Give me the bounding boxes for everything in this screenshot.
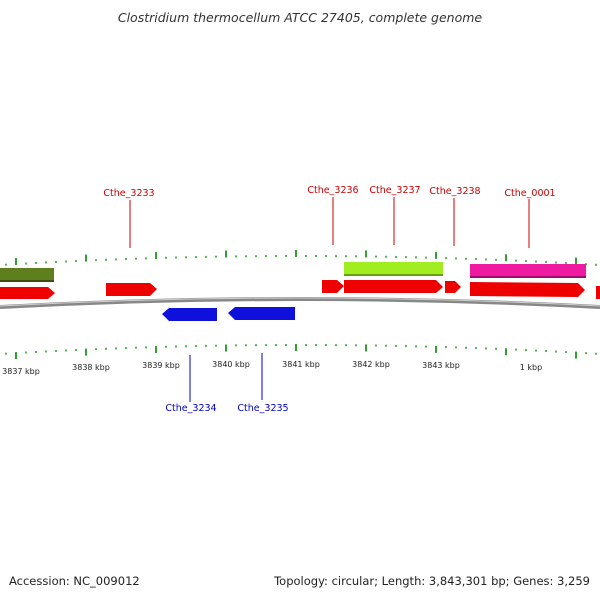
gene-arrow-cthe-3235[interactable] xyxy=(228,307,295,320)
gene-arrow-cthe-3233[interactable] xyxy=(106,283,157,296)
gene-labels-top: Cthe_3233 Cthe_3236 Cthe_3237 Cthe_3238 … xyxy=(103,185,555,199)
map-title: Clostridium thermocellum ATCC 27405, com… xyxy=(117,10,483,25)
gene-labels-bottom: Cthe_3234 Cthe_3235 xyxy=(165,403,288,414)
scale-label: 1 kbp xyxy=(520,363,542,372)
gene-arrow-forward[interactable] xyxy=(0,287,55,299)
scale-labels: 3837 kbp 3838 kbp 3839 kbp 3840 kbp 3841… xyxy=(2,360,542,376)
scale-label: 3841 kbp xyxy=(282,360,320,369)
gene-arrow-cthe-3238[interactable] xyxy=(445,281,461,293)
reverse-genes xyxy=(162,307,295,321)
scale-label: 3837 kbp xyxy=(2,367,40,376)
forward-genes xyxy=(0,280,600,299)
bottom-tick-marks xyxy=(5,344,597,360)
gene-arrow-cthe-3236[interactable] xyxy=(322,280,344,293)
scale-label: 3842 kbp xyxy=(352,360,390,369)
feature-track xyxy=(0,262,586,282)
scale-label: 3839 kbp xyxy=(142,361,180,370)
gene-label-cthe-3236[interactable]: Cthe_3236 xyxy=(307,185,358,196)
gene-label-cthe-3235[interactable]: Cthe_3235 xyxy=(237,403,288,414)
gene-label-cthe-3234[interactable]: Cthe_3234 xyxy=(165,403,216,414)
label-leaders-top xyxy=(129,197,530,248)
gene-label-cthe-3238[interactable]: Cthe_3238 xyxy=(429,186,480,197)
genome-backbone xyxy=(0,297,600,309)
gene-arrow-partial[interactable] xyxy=(596,286,600,299)
top-tick-marks xyxy=(5,250,597,266)
scale-label: 3838 kbp xyxy=(72,363,110,372)
accession-text: Accession: NC_009012 xyxy=(9,574,140,588)
gene-label-cthe-0001[interactable]: Cthe_0001 xyxy=(504,188,555,199)
scale-label: 3843 kbp xyxy=(422,361,460,370)
label-leaders-bottom xyxy=(189,353,263,402)
gene-arrow-cthe-3234[interactable] xyxy=(162,308,217,321)
pink-feature-bar[interactable] xyxy=(470,264,586,277)
scale-label: 3840 kbp xyxy=(212,360,250,369)
gene-label-cthe-3237[interactable]: Cthe_3237 xyxy=(369,185,420,196)
gene-label-cthe-3233[interactable]: Cthe_3233 xyxy=(103,188,154,199)
genome-summary-text: Topology: circular; Length: 3,843,301 bp… xyxy=(274,574,590,588)
gene-arrow-cthe-3237[interactable] xyxy=(344,280,443,293)
gene-arrow-cthe-0001[interactable] xyxy=(470,282,585,297)
olive-feature-bar[interactable] xyxy=(0,268,54,281)
lime-feature-bar[interactable] xyxy=(344,262,443,275)
